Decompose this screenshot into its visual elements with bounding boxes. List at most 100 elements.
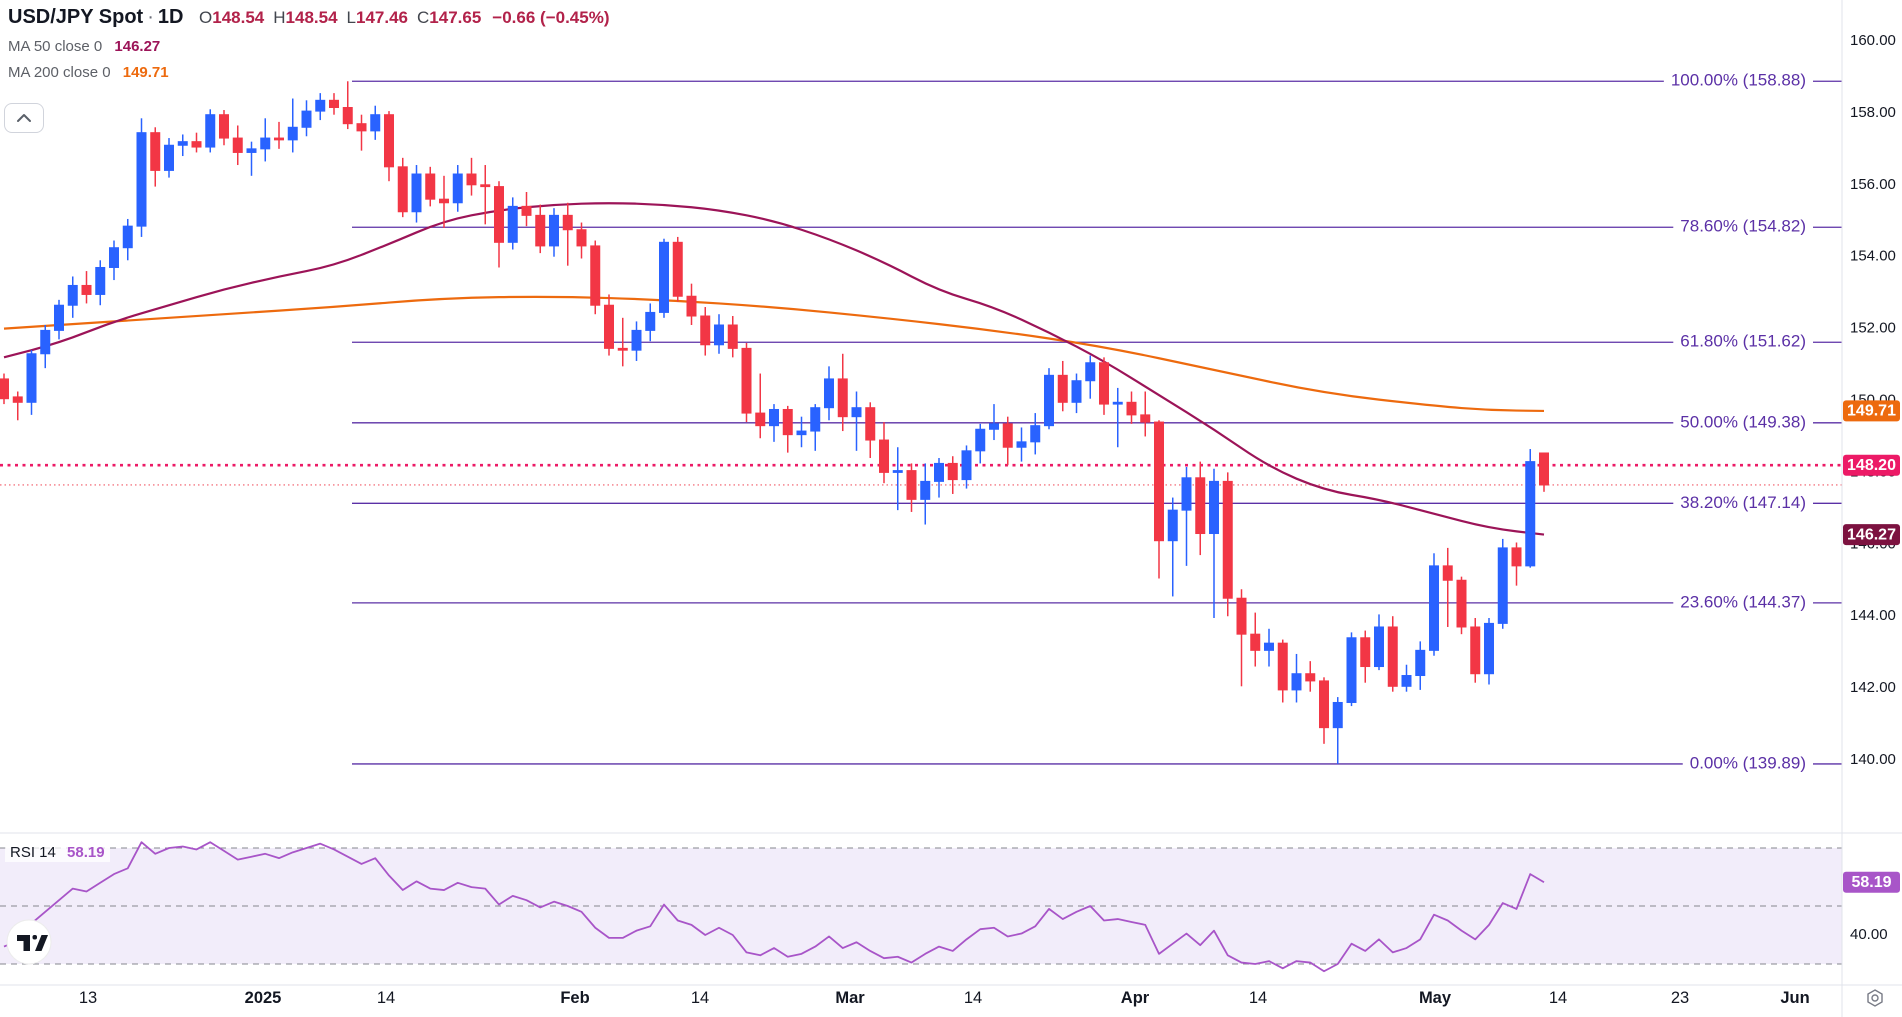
price-tick-label: 154.00	[1850, 248, 1896, 265]
collapse-legend-button[interactable]	[4, 103, 44, 133]
price-tick-label: 156.00	[1850, 176, 1896, 193]
candle-body	[1387, 626, 1398, 687]
time-axis-label: 13	[79, 989, 97, 1007]
time-axis-label: 14	[1249, 989, 1267, 1007]
ohlc-value: 147.65	[429, 8, 482, 27]
candle-body	[1442, 565, 1453, 581]
candle-body	[439, 198, 449, 204]
ma50-legend-label: MA 50 close 0	[8, 38, 103, 55]
candle-body	[672, 241, 683, 297]
candle-body	[301, 110, 312, 128]
candle-body	[700, 315, 711, 346]
fib-label-bg	[1673, 590, 1813, 614]
price-badge	[1843, 871, 1900, 893]
candle-body	[1071, 380, 1082, 403]
candle-body	[150, 132, 161, 171]
ma200-line	[3, 295, 1545, 413]
candle-body	[1264, 642, 1274, 651]
candle-body	[879, 439, 889, 473]
candle-body	[67, 284, 78, 306]
candle-body	[1429, 565, 1439, 651]
price-badge	[1843, 454, 1900, 476]
fib-level-label[interactable]: 78.60% (154.82)	[1680, 217, 1806, 236]
candle-body	[535, 214, 546, 247]
candle-body	[1470, 626, 1481, 675]
candle-body	[219, 114, 229, 139]
ohlc-key: H	[273, 8, 286, 27]
candle-body	[549, 214, 559, 247]
candle-body	[1002, 423, 1013, 448]
price-tick-label: 142.00	[1850, 679, 1896, 696]
candle-body	[1154, 421, 1164, 542]
symbol-title[interactable]: USD/JPY Spot	[8, 6, 144, 28]
time-axis-label: Feb	[560, 989, 589, 1007]
candle-body	[796, 430, 807, 436]
ma200-legend-row[interactable]: MA 200 close 0 149.71	[8, 64, 169, 81]
ohlc-key: L	[346, 8, 357, 27]
candle-body	[1360, 637, 1371, 668]
time-axis-label: 14	[691, 989, 709, 1007]
tradingview-logo-glyph-dot	[32, 935, 37, 940]
candle-body	[934, 462, 944, 482]
ma50-legend-value: 146.27	[114, 38, 161, 55]
candle-body	[480, 184, 491, 188]
candle-body	[12, 396, 23, 403]
price-badge-text: 148.20	[1847, 457, 1896, 474]
candle-body	[686, 295, 697, 317]
rsi-legend-row[interactable]: RSI 14 58.19	[5, 843, 110, 862]
candle-body	[851, 407, 862, 418]
candle-body	[164, 144, 174, 171]
ohlc-readout: O148.54 H148.54 L147.46 C147.65	[199, 8, 490, 27]
symbol-legend[interactable]: USD/JPY Spot · 1D O148.54 H148.54 L147.46 C14…	[8, 6, 610, 29]
fib-level-label[interactable]: 0.00% (139.89)	[1690, 753, 1806, 772]
fib-level-label[interactable]: 100.00% (158.88)	[1671, 71, 1806, 90]
candle-body	[1140, 414, 1151, 423]
time-axis-label: Jun	[1780, 989, 1809, 1007]
candle-body	[384, 114, 394, 168]
candle-body	[1112, 401, 1123, 405]
candle-body	[109, 247, 119, 268]
candle-body	[920, 480, 931, 500]
candle-body	[1291, 673, 1302, 691]
candle-body	[1332, 701, 1343, 729]
candle-body	[494, 186, 504, 243]
fib-level-label[interactable]: 38.20% (147.14)	[1680, 493, 1806, 512]
ohlc-value: 147.46	[356, 8, 409, 27]
ma50-legend-row[interactable]: MA 50 close 0 146.27	[8, 38, 160, 55]
candle-body	[1209, 480, 1219, 535]
candle-body	[0, 378, 9, 400]
candle-body	[315, 99, 326, 112]
timeframe-label[interactable]: 1D	[157, 6, 184, 28]
candle-body	[54, 304, 64, 331]
candle-body	[727, 324, 738, 349]
candle-body	[617, 347, 628, 351]
time-axis-label: 14	[964, 989, 982, 1007]
candle-body	[40, 329, 51, 355]
ma200-legend-value: 149.71	[122, 64, 169, 81]
candle-body	[260, 137, 271, 150]
candle-body	[370, 114, 381, 132]
candle-body	[122, 225, 133, 249]
candle-body	[741, 347, 752, 414]
candle-body	[1126, 401, 1137, 416]
candle-body	[1305, 673, 1316, 682]
candle-body	[590, 245, 601, 306]
price-tick-label: 158.00	[1850, 104, 1896, 121]
fib-level-label[interactable]: 61.80% (151.62)	[1680, 332, 1806, 351]
candle-body	[136, 132, 147, 227]
rsi-legend-label: RSI 14	[10, 844, 56, 861]
candle-body	[507, 205, 518, 243]
price-tick-label: 152.00	[1850, 320, 1896, 337]
fib-label-bg	[1673, 410, 1813, 434]
fib-level-label[interactable]: 23.60% (144.37)	[1680, 592, 1806, 611]
candle-body	[865, 407, 876, 441]
price-badge-text: 146.27	[1847, 526, 1896, 543]
time-axis-settings-icon[interactable]	[1864, 988, 1886, 1013]
candle-body	[81, 284, 92, 295]
candle-body	[824, 378, 834, 409]
candle-body	[1484, 622, 1494, 675]
fib-level-label[interactable]: 50.00% (149.38)	[1680, 412, 1806, 431]
rsi-line	[3, 841, 1545, 973]
